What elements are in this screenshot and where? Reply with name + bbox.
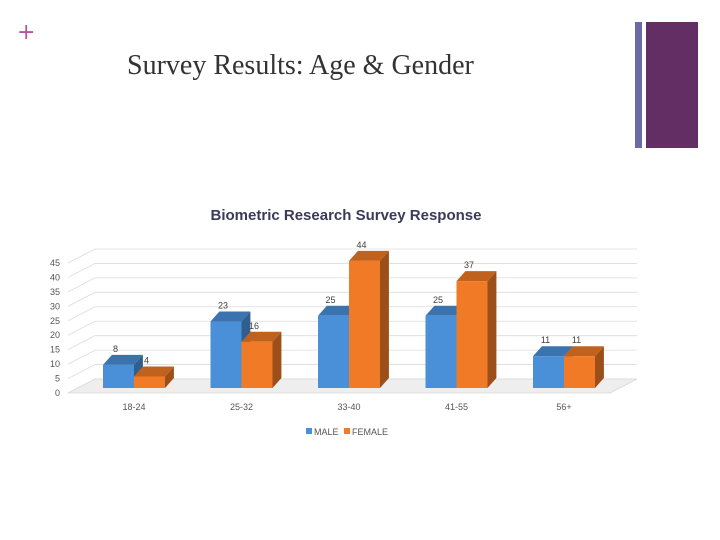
bar-front bbox=[456, 281, 488, 388]
bar-female-56+: 11 bbox=[564, 335, 604, 388]
x-tick-label: 18-24 bbox=[122, 402, 145, 412]
bar-front bbox=[349, 260, 380, 388]
legend-swatch-male bbox=[306, 428, 312, 434]
data-label: 8 bbox=[113, 344, 118, 354]
bar-female-33-40: 44 bbox=[349, 240, 389, 388]
legend-label-female: FEMALE bbox=[352, 427, 388, 437]
bar-top bbox=[103, 354, 143, 365]
y-tick-label: 45 bbox=[50, 258, 60, 268]
bar-front bbox=[103, 364, 134, 388]
data-label: 25 bbox=[433, 295, 443, 305]
bar-front bbox=[134, 376, 165, 388]
bar-top bbox=[456, 271, 497, 282]
bar-front bbox=[318, 315, 349, 388]
data-label: 16 bbox=[249, 321, 259, 331]
bar-top bbox=[349, 250, 389, 261]
bar-front bbox=[564, 356, 595, 388]
bar-top bbox=[134, 366, 174, 377]
bar-side bbox=[272, 331, 282, 388]
x-tick-label: 41-55 bbox=[445, 402, 468, 412]
gridline bbox=[67, 263, 637, 278]
bar-front bbox=[210, 321, 242, 388]
data-label: 23 bbox=[218, 301, 228, 311]
bar-side bbox=[487, 271, 497, 388]
chart-title: Biometric Research Survey Response bbox=[211, 207, 482, 224]
x-axis: 18-24 25-32 33-40 41-55 56+ bbox=[122, 402, 571, 412]
plus-icon: + bbox=[17, 20, 36, 45]
bar-side bbox=[595, 346, 604, 388]
slide-title: Survey Results: Age & Gender bbox=[127, 50, 474, 81]
bar-side bbox=[380, 250, 389, 388]
bar-top bbox=[210, 311, 251, 322]
gridline bbox=[67, 277, 637, 293]
decorative-bar-thick bbox=[646, 22, 698, 148]
bar-female-25-32: 16 bbox=[241, 321, 282, 388]
data-label: 25 bbox=[325, 295, 335, 305]
y-tick-label: 10 bbox=[50, 359, 60, 369]
bar-front bbox=[241, 341, 273, 388]
bar-top bbox=[564, 346, 604, 357]
data-label: 11 bbox=[541, 335, 550, 345]
x-tick-label: 25-32 bbox=[230, 402, 253, 412]
y-tick-label: 15 bbox=[50, 345, 60, 355]
bar-top bbox=[425, 305, 466, 316]
legend-swatch-female bbox=[344, 428, 350, 434]
y-tick-label: 5 bbox=[55, 374, 60, 384]
bars-layer: 8 4 23 16 25 44 25 37 11 11 bbox=[103, 240, 604, 388]
bar-front bbox=[533, 356, 564, 388]
bar-female-18-24: 4 bbox=[134, 355, 174, 388]
data-label: 11 bbox=[572, 335, 581, 345]
y-tick-label: 30 bbox=[50, 301, 60, 311]
legend-label-male: MALE bbox=[314, 427, 339, 437]
y-tick-label: 40 bbox=[50, 272, 60, 282]
data-label: 37 bbox=[464, 260, 474, 270]
y-tick-label: 20 bbox=[50, 330, 60, 340]
bar-female-41-55: 37 bbox=[456, 260, 497, 388]
bar-top bbox=[241, 331, 282, 342]
y-axis: 0 5 10 15 20 25 30 35 40 45 bbox=[50, 258, 60, 398]
bar-front bbox=[425, 315, 457, 388]
data-label: 4 bbox=[144, 355, 149, 365]
y-tick-label: 0 bbox=[55, 388, 60, 398]
y-tick-label: 25 bbox=[50, 316, 60, 326]
gridline bbox=[67, 291, 637, 307]
bar-top bbox=[318, 305, 358, 316]
legend: MALE FEMALE bbox=[306, 427, 388, 437]
data-label: 44 bbox=[356, 240, 366, 250]
bar-top bbox=[533, 346, 573, 357]
y-tick-label: 35 bbox=[50, 287, 60, 297]
x-tick-label: 33-40 bbox=[337, 402, 360, 412]
bar-side bbox=[165, 366, 174, 388]
decorative-bar-thin bbox=[635, 22, 642, 148]
x-tick-label: 56+ bbox=[556, 402, 571, 412]
gridline bbox=[67, 248, 637, 264]
